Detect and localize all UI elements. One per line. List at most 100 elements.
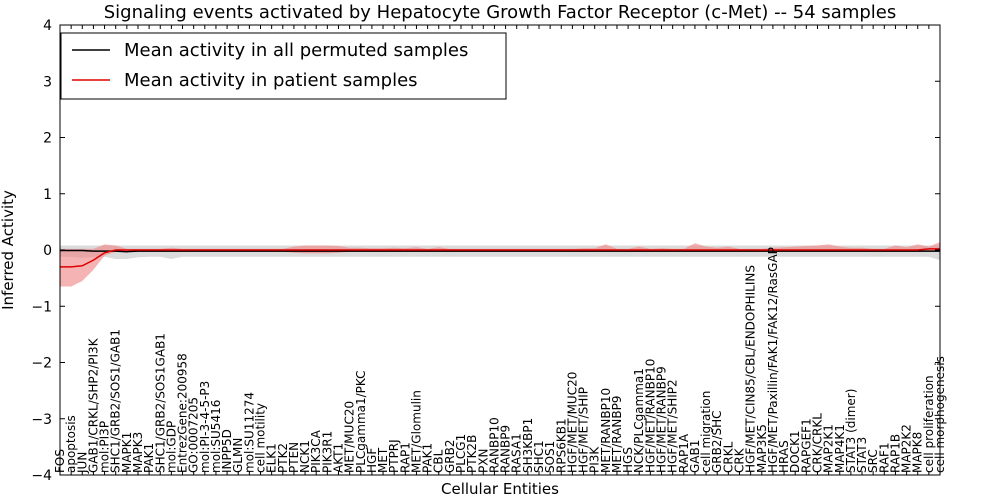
x-tick-label: HGF <box>365 448 379 473</box>
x-tick-label: GAB1 <box>688 440 702 473</box>
x-tick-label: MAP4K1 <box>833 424 847 473</box>
x-tick-label: EntrezGene:200958 <box>176 353 190 473</box>
x-tick-label: PTPRJ <box>387 439 401 473</box>
series-line-permuted <box>60 249 940 253</box>
y-tick-label: −3 <box>31 412 52 428</box>
series-line-patient <box>60 248 940 268</box>
y-tick-label: 0 <box>43 243 52 259</box>
x-tick-label: MET/Glomulin <box>409 390 423 473</box>
x-tick-label: mol:GDP <box>164 421 178 473</box>
x-tick-label: GRB2/SHC <box>710 410 724 473</box>
x-tick-label: PLCG1 <box>454 434 468 473</box>
x-tick-label: GRB2 <box>443 439 457 473</box>
x-tick-label: RANBP10 <box>487 417 501 473</box>
x-tick-label: MET <box>376 447 390 473</box>
x-tick-label: MAP3K5 <box>755 424 769 473</box>
y-tick-label: −4 <box>31 468 52 484</box>
x-tick-label: RAP1A <box>677 433 691 473</box>
x-tick-label: cell proliferation <box>922 375 936 473</box>
x-tick-label: STAT3 (dimer) <box>844 389 858 473</box>
x-tick-label: MAP2K1 <box>822 424 836 473</box>
y-tick-label: −2 <box>31 356 52 372</box>
legend-label-patient: Mean activity in patient samples <box>124 70 418 91</box>
x-tick-label: PTEN <box>287 442 301 473</box>
x-tick-label: INPP5D <box>220 429 234 473</box>
legend-frame <box>60 32 507 100</box>
y-tick-label: −1 <box>31 299 52 315</box>
x-tick-label: GAB1/CRKL/SHP2/PI3K <box>86 337 100 473</box>
legend-label-permuted: Mean activity in all permuted samples <box>124 40 468 61</box>
y-tick-label: 1 <box>43 187 52 203</box>
x-tick-label: PXN <box>476 449 490 473</box>
x-tick-label: RAF1 <box>877 442 891 473</box>
x-tick-label: CRK <box>732 447 746 473</box>
x-tick-label: CRKL <box>721 441 735 473</box>
x-tick-label: RAPGEF1 <box>799 418 813 473</box>
x-tick-label: PIK3R1 <box>320 431 334 473</box>
x-tick-label: HGF/MET/MUC20 <box>565 372 579 473</box>
x-tick-label: MET/RANBP10 <box>599 388 613 473</box>
x-tick-label: apoptosis <box>64 415 78 473</box>
x-tick-label: SHC1 <box>532 440 546 473</box>
x-tick-label: STAT3 <box>855 437 869 473</box>
y-axis-label: Inferred Activity <box>0 190 17 310</box>
plot-area <box>60 242 940 287</box>
x-tick-label: mol:SU5416 <box>209 400 223 473</box>
x-tick-label: GLMN <box>231 438 245 473</box>
y-axis: −4 −3 −2 −1 0 1 2 3 4 <box>31 18 940 484</box>
x-tick-label: cell morphogenesis <box>933 356 947 473</box>
x-tick-label: MAPK3 <box>131 432 145 473</box>
x-tick-label: GO:0007205 <box>187 397 201 473</box>
x-tick-label: PLCgamma1/PKC <box>354 370 368 473</box>
chart-title: Signaling events activated by Hepatocyte… <box>104 2 897 23</box>
x-tick-label: PIK3CA <box>309 429 323 473</box>
x-tick-label: cell migration <box>699 391 713 473</box>
x-tick-label: HGF/MET/RANBP9 <box>655 366 669 473</box>
x-tick-label: PTK2 <box>276 443 290 473</box>
y-tick-label: 3 <box>43 74 52 90</box>
x-tick-label: CRK/CRKL <box>810 413 824 473</box>
x-tick-label: HGF/MET/Paxillin/FAK1/FAK12/RasGAP <box>766 247 780 473</box>
x-tick-label: AKT1 <box>331 443 345 473</box>
x-tick-label: HGF/MET/SHIP2 <box>666 379 680 473</box>
x-tick-label: MAP2K2 <box>900 424 914 473</box>
x-tick-label: HGF/MET/CIN85/CBL/ENDOPHILINS <box>744 265 758 473</box>
x-tick-label: MET/RANBP9 <box>610 396 624 473</box>
x-tick-label: cell motility <box>254 403 268 473</box>
x-tick-label: NCK1 <box>298 440 312 473</box>
x-tick-label: JUN <box>75 452 89 474</box>
x-tick-label: SH3KBP1 <box>521 418 535 473</box>
x-axis: FOSapoptosisJUNGAB1/CRKL/SHP2/PI3Kmol:PI… <box>53 25 947 475</box>
y-tick-label: 2 <box>43 131 52 147</box>
x-tick-label: mol:SU11274 <box>242 392 256 473</box>
x-tick-label: mol:PI3P <box>98 421 112 473</box>
x-tick-label: HGS <box>621 447 635 473</box>
x-tick-label: RANBP9 <box>499 425 513 473</box>
x-axis-label: Cellular Entities <box>441 480 559 498</box>
x-tick-label: PTK2B <box>465 435 479 473</box>
x-tick-label: SRC <box>866 449 880 473</box>
x-tick-label: MET/MUC20 <box>343 401 357 473</box>
x-tick-label: RPS6KB1 <box>554 418 568 473</box>
x-tick-label: NCK/PLCgamma1 <box>632 368 646 473</box>
x-tick-label: PAK1 <box>421 443 435 473</box>
x-tick-label: DOCK1 <box>788 430 802 473</box>
x-tick-label: SHC1/GRB2/SOS1GAB1 <box>153 333 167 473</box>
x-tick-label: HRAS <box>777 440 791 473</box>
x-tick-label: RASA1 <box>510 433 524 473</box>
y-tick-label: 4 <box>43 18 52 34</box>
x-tick-label: HGF/MET/SHIP <box>577 387 591 473</box>
x-tick-label: RAP1 <box>398 442 412 473</box>
x-tick-label: SOS1 <box>543 441 557 473</box>
x-tick-label: ELK1 <box>265 443 279 473</box>
x-tick-label: mol:PI-3-4-5-P3 <box>198 381 212 473</box>
x-tick-label: MAPK8 <box>911 432 925 473</box>
x-tick-label: PI3K <box>588 446 602 473</box>
x-tick-label: FOS <box>53 449 67 473</box>
legend: Mean activity in all permuted samples Me… <box>60 32 507 100</box>
x-tick-label: CBL <box>432 449 446 473</box>
x-tick-label: PAK1 <box>142 443 156 473</box>
x-tick-label: HGF/MET/RANBP10 <box>643 359 657 473</box>
x-tick-label: RAP1B <box>888 434 902 473</box>
